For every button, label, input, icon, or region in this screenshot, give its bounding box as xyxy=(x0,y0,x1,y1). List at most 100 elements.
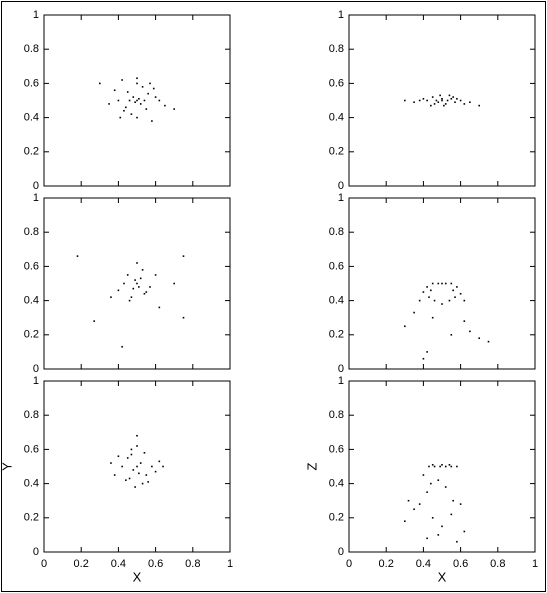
point xyxy=(441,282,443,285)
point xyxy=(151,465,153,468)
point xyxy=(182,316,185,319)
point xyxy=(418,503,421,505)
point xyxy=(433,465,436,468)
point xyxy=(117,99,120,102)
x-tick-label: 0 xyxy=(41,558,47,570)
point xyxy=(147,481,149,483)
point xyxy=(431,517,434,519)
y-tick-label: 0.4 xyxy=(24,112,39,124)
y-tick-label: 1 xyxy=(338,375,344,387)
point xyxy=(132,287,135,290)
point xyxy=(143,452,146,454)
point xyxy=(448,299,451,302)
x-tick-label: 0.2 xyxy=(74,558,89,570)
point xyxy=(441,463,443,466)
y-tick-label: 0.6 xyxy=(329,260,344,272)
point xyxy=(452,499,454,502)
y-tick-label: 0.2 xyxy=(329,329,344,341)
point xyxy=(93,320,96,322)
point xyxy=(138,472,140,475)
point xyxy=(450,465,453,468)
point xyxy=(441,97,443,100)
point xyxy=(136,82,138,85)
y-tick-label: 1 xyxy=(33,192,39,204)
point xyxy=(439,94,441,97)
y-tick-label: 0.2 xyxy=(329,146,344,158)
point xyxy=(435,99,438,102)
point xyxy=(428,296,430,298)
point xyxy=(117,455,120,458)
point xyxy=(469,330,471,333)
point xyxy=(130,296,133,298)
point xyxy=(151,120,153,122)
point xyxy=(126,457,129,459)
point xyxy=(437,101,440,104)
point xyxy=(136,262,138,264)
point xyxy=(454,101,456,104)
point xyxy=(130,113,133,115)
point xyxy=(134,279,136,281)
point xyxy=(418,299,421,302)
point xyxy=(113,89,116,92)
point xyxy=(173,108,175,110)
point xyxy=(134,486,136,488)
point xyxy=(422,357,425,360)
point xyxy=(450,513,453,516)
point xyxy=(404,520,406,523)
point xyxy=(119,116,122,119)
point xyxy=(76,255,79,257)
y-tick-label: 0.4 xyxy=(329,112,344,124)
point xyxy=(136,465,138,468)
point xyxy=(136,77,138,80)
y-tick-label: 0.4 xyxy=(329,478,344,490)
point xyxy=(433,299,436,302)
point xyxy=(426,286,428,288)
point xyxy=(444,465,447,468)
y-tick-label: 1 xyxy=(338,9,344,21)
point xyxy=(162,465,164,468)
y-tick-label: 0.8 xyxy=(24,43,39,55)
point xyxy=(121,345,123,348)
point xyxy=(141,482,144,485)
plot-area xyxy=(43,380,231,553)
point xyxy=(426,351,428,353)
point xyxy=(152,87,155,90)
point xyxy=(117,289,120,292)
point xyxy=(441,99,443,102)
point xyxy=(136,434,138,437)
plot-area xyxy=(43,197,231,370)
y-tick-label: 0.2 xyxy=(329,512,344,524)
point xyxy=(437,282,440,285)
y-tick-label: 0.6 xyxy=(24,77,39,89)
point xyxy=(136,282,138,285)
point xyxy=(422,97,425,100)
point xyxy=(446,99,449,102)
point xyxy=(141,269,144,271)
point xyxy=(448,94,451,97)
y-tick-label: 0.8 xyxy=(329,43,344,55)
y-tick-label: 0 xyxy=(338,363,344,375)
point xyxy=(433,103,436,105)
point xyxy=(413,311,415,314)
point xyxy=(452,289,454,292)
point xyxy=(154,96,157,98)
point xyxy=(448,463,451,466)
y-tick-label: 0 xyxy=(33,363,39,375)
point xyxy=(426,491,428,493)
point xyxy=(463,299,466,302)
point xyxy=(441,525,443,528)
point xyxy=(437,534,440,536)
point xyxy=(158,306,161,309)
y-axis-label: Y xyxy=(0,462,14,471)
point xyxy=(113,474,116,476)
point xyxy=(173,282,175,285)
y-tick-label: 0.8 xyxy=(24,226,39,238)
x-tick-label: 1 xyxy=(532,558,538,570)
x-tick-label: 1 xyxy=(227,558,233,570)
point xyxy=(456,97,458,100)
point xyxy=(469,101,471,104)
y-tick-label: 0.4 xyxy=(24,295,39,307)
point xyxy=(132,469,135,471)
y-tick-label: 0 xyxy=(338,180,344,192)
